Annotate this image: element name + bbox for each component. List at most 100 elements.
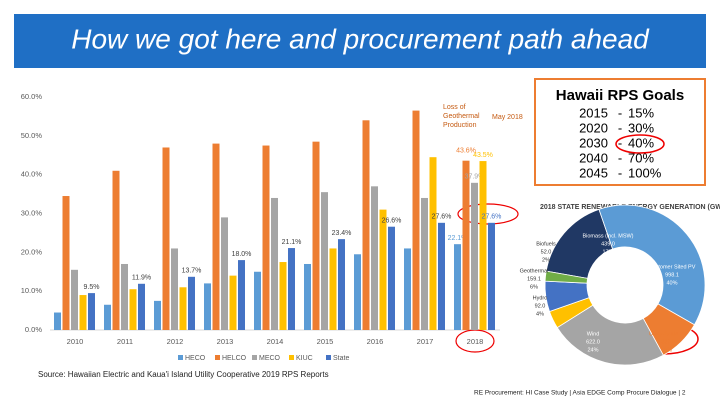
x-tick-label: 2014 (267, 337, 284, 346)
pie-value: 159.1 (527, 276, 541, 282)
data-label: 27.6% (482, 214, 502, 221)
bar (329, 248, 337, 330)
pie-segment (598, 204, 706, 326)
x-tick-label: 2012 (167, 337, 184, 346)
data-label: 26.6% (382, 218, 402, 225)
y-tick-label: 60.0% (21, 92, 43, 101)
rps-box (534, 78, 706, 186)
legend-swatch (215, 355, 220, 360)
rps-title: Hawaii RPS Goals (556, 87, 684, 104)
rps-year: 2030 (579, 135, 608, 150)
rps-year: 2015 (579, 105, 608, 120)
bar (429, 157, 437, 330)
pie-percent: 9% (664, 347, 672, 353)
footer: RE Procurement: HI Case Study | Asia EDG… (474, 390, 686, 397)
pie-label: Customer Sited PV (649, 264, 696, 270)
data-label: 21.1% (282, 239, 302, 246)
bar (188, 276, 195, 330)
rps-target: 40% (628, 135, 654, 150)
pie-percent: 2% (542, 257, 550, 263)
bar (71, 269, 78, 330)
bar (488, 222, 495, 330)
pie-segment (544, 270, 589, 284)
x-tick-label: 2018 (467, 337, 484, 346)
y-tick-label: 20.0% (21, 247, 43, 256)
pie-percent: 6% (530, 284, 538, 290)
x-tick-label: 2016 (367, 337, 384, 346)
bar (271, 197, 278, 330)
bar (238, 260, 245, 330)
bar (204, 283, 211, 330)
bar (404, 248, 411, 330)
rps-target: 70% (628, 150, 654, 165)
y-tick-label: 40.0% (21, 170, 43, 179)
bar (262, 145, 270, 330)
x-tick-label: 2010 (67, 337, 84, 346)
y-tick-label: 0.0% (25, 325, 42, 334)
pie-percent: 4% (536, 311, 544, 317)
bar (471, 182, 478, 330)
bar (121, 263, 128, 330)
bar (171, 248, 178, 330)
highlight (615, 134, 665, 154)
bar (254, 271, 261, 330)
data-label: 27.6% (432, 214, 452, 221)
rps-target: 30% (628, 120, 654, 135)
pie-segment (556, 304, 664, 366)
pie-percent: 17% (602, 249, 613, 255)
legend-swatch (178, 355, 183, 360)
bar (154, 300, 161, 330)
bar (288, 248, 295, 330)
x-tick-label: 2011 (117, 337, 133, 346)
legend-swatch (252, 355, 257, 360)
legend-label: KIUC (296, 355, 313, 362)
bar (362, 120, 370, 330)
pie-label: Utility-Scale PV (649, 331, 687, 337)
data-label: 43.5% (473, 152, 493, 159)
bar (129, 289, 137, 330)
bar (179, 287, 187, 330)
bar (304, 263, 311, 330)
bar (162, 147, 170, 330)
bar (371, 186, 378, 330)
bar (354, 254, 361, 330)
rps-year: 2020 (579, 120, 608, 135)
bar (321, 192, 328, 330)
bar (79, 295, 87, 330)
x-tick-label: 2017 (417, 337, 434, 346)
rps-sep: - (618, 165, 622, 180)
bar (379, 209, 387, 330)
rps-sep: - (618, 135, 622, 150)
bar (88, 293, 95, 330)
rps-year: 2040 (579, 150, 608, 165)
legend-label: MECO (259, 355, 281, 362)
source: Source: Hawaiian Electric and Kaua'i Isl… (38, 370, 329, 379)
bar (138, 283, 145, 330)
pie-value: 52.0 (541, 249, 552, 255)
rps-sep: - (618, 105, 622, 120)
y-tick-label: 10.0% (21, 286, 43, 295)
legend-swatch (326, 355, 331, 360)
pie-label: Hydro (533, 295, 548, 301)
rps-sep: - (618, 120, 622, 135)
bar (479, 161, 487, 330)
bar (229, 275, 237, 330)
bar (421, 197, 428, 330)
pie-value: 998.1 (665, 272, 679, 278)
pie-percent: 40% (666, 280, 677, 286)
bar (104, 304, 111, 330)
bar (54, 312, 61, 330)
legend-label: HECO (185, 355, 206, 362)
x-tick-label: 2013 (217, 337, 234, 346)
rps-sep: - (618, 150, 622, 165)
bar (221, 217, 228, 330)
annotation: Loss of Geothermal Production (443, 104, 480, 129)
bar (438, 222, 445, 330)
data-label: 18.0% (232, 251, 252, 258)
pie-value: 439.0 (601, 241, 615, 247)
legend-label: State (333, 355, 349, 362)
bar (312, 141, 320, 330)
legend-label: HELCO (222, 355, 247, 362)
bar (454, 244, 461, 330)
